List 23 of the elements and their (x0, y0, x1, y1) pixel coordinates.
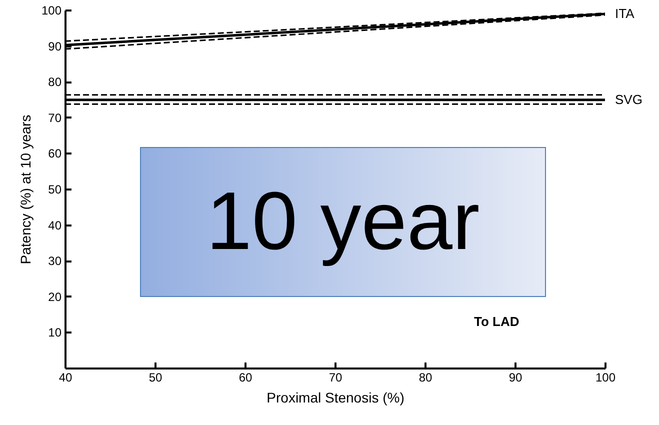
y-axis-title: Patency (%) at 10 years (17, 114, 34, 264)
y-tick-label: 60 (48, 146, 62, 161)
x-tick-label: 80 (418, 370, 432, 384)
y-tick-label: 100 (41, 4, 62, 18)
y-tick-label: 30 (48, 254, 62, 268)
y-tick-label: 50 (48, 182, 62, 196)
x-tick-label: 50 (148, 370, 162, 384)
y-tick-label: 20 (48, 290, 62, 304)
y-tick-label: 80 (48, 75, 62, 90)
x-axis-title: Proximal Stenosis (%) (266, 390, 404, 406)
series-label: SVG (615, 92, 642, 107)
x-tick-label: 70 (328, 370, 342, 384)
series-label: ITA (615, 6, 635, 21)
caption-box: 10 year (140, 147, 546, 297)
annotation: To LAD (474, 314, 520, 329)
y-tick-label: 90 (48, 39, 62, 54)
x-tick-label: 100 (595, 370, 616, 384)
y-tick-label: 70 (48, 110, 62, 125)
x-tick-label: 60 (238, 370, 252, 384)
x-tick-label: 40 (58, 370, 72, 384)
y-tick-label: 40 (48, 218, 62, 232)
y-tick-label: 10 (48, 326, 62, 340)
x-tick-label: 90 (508, 370, 522, 384)
